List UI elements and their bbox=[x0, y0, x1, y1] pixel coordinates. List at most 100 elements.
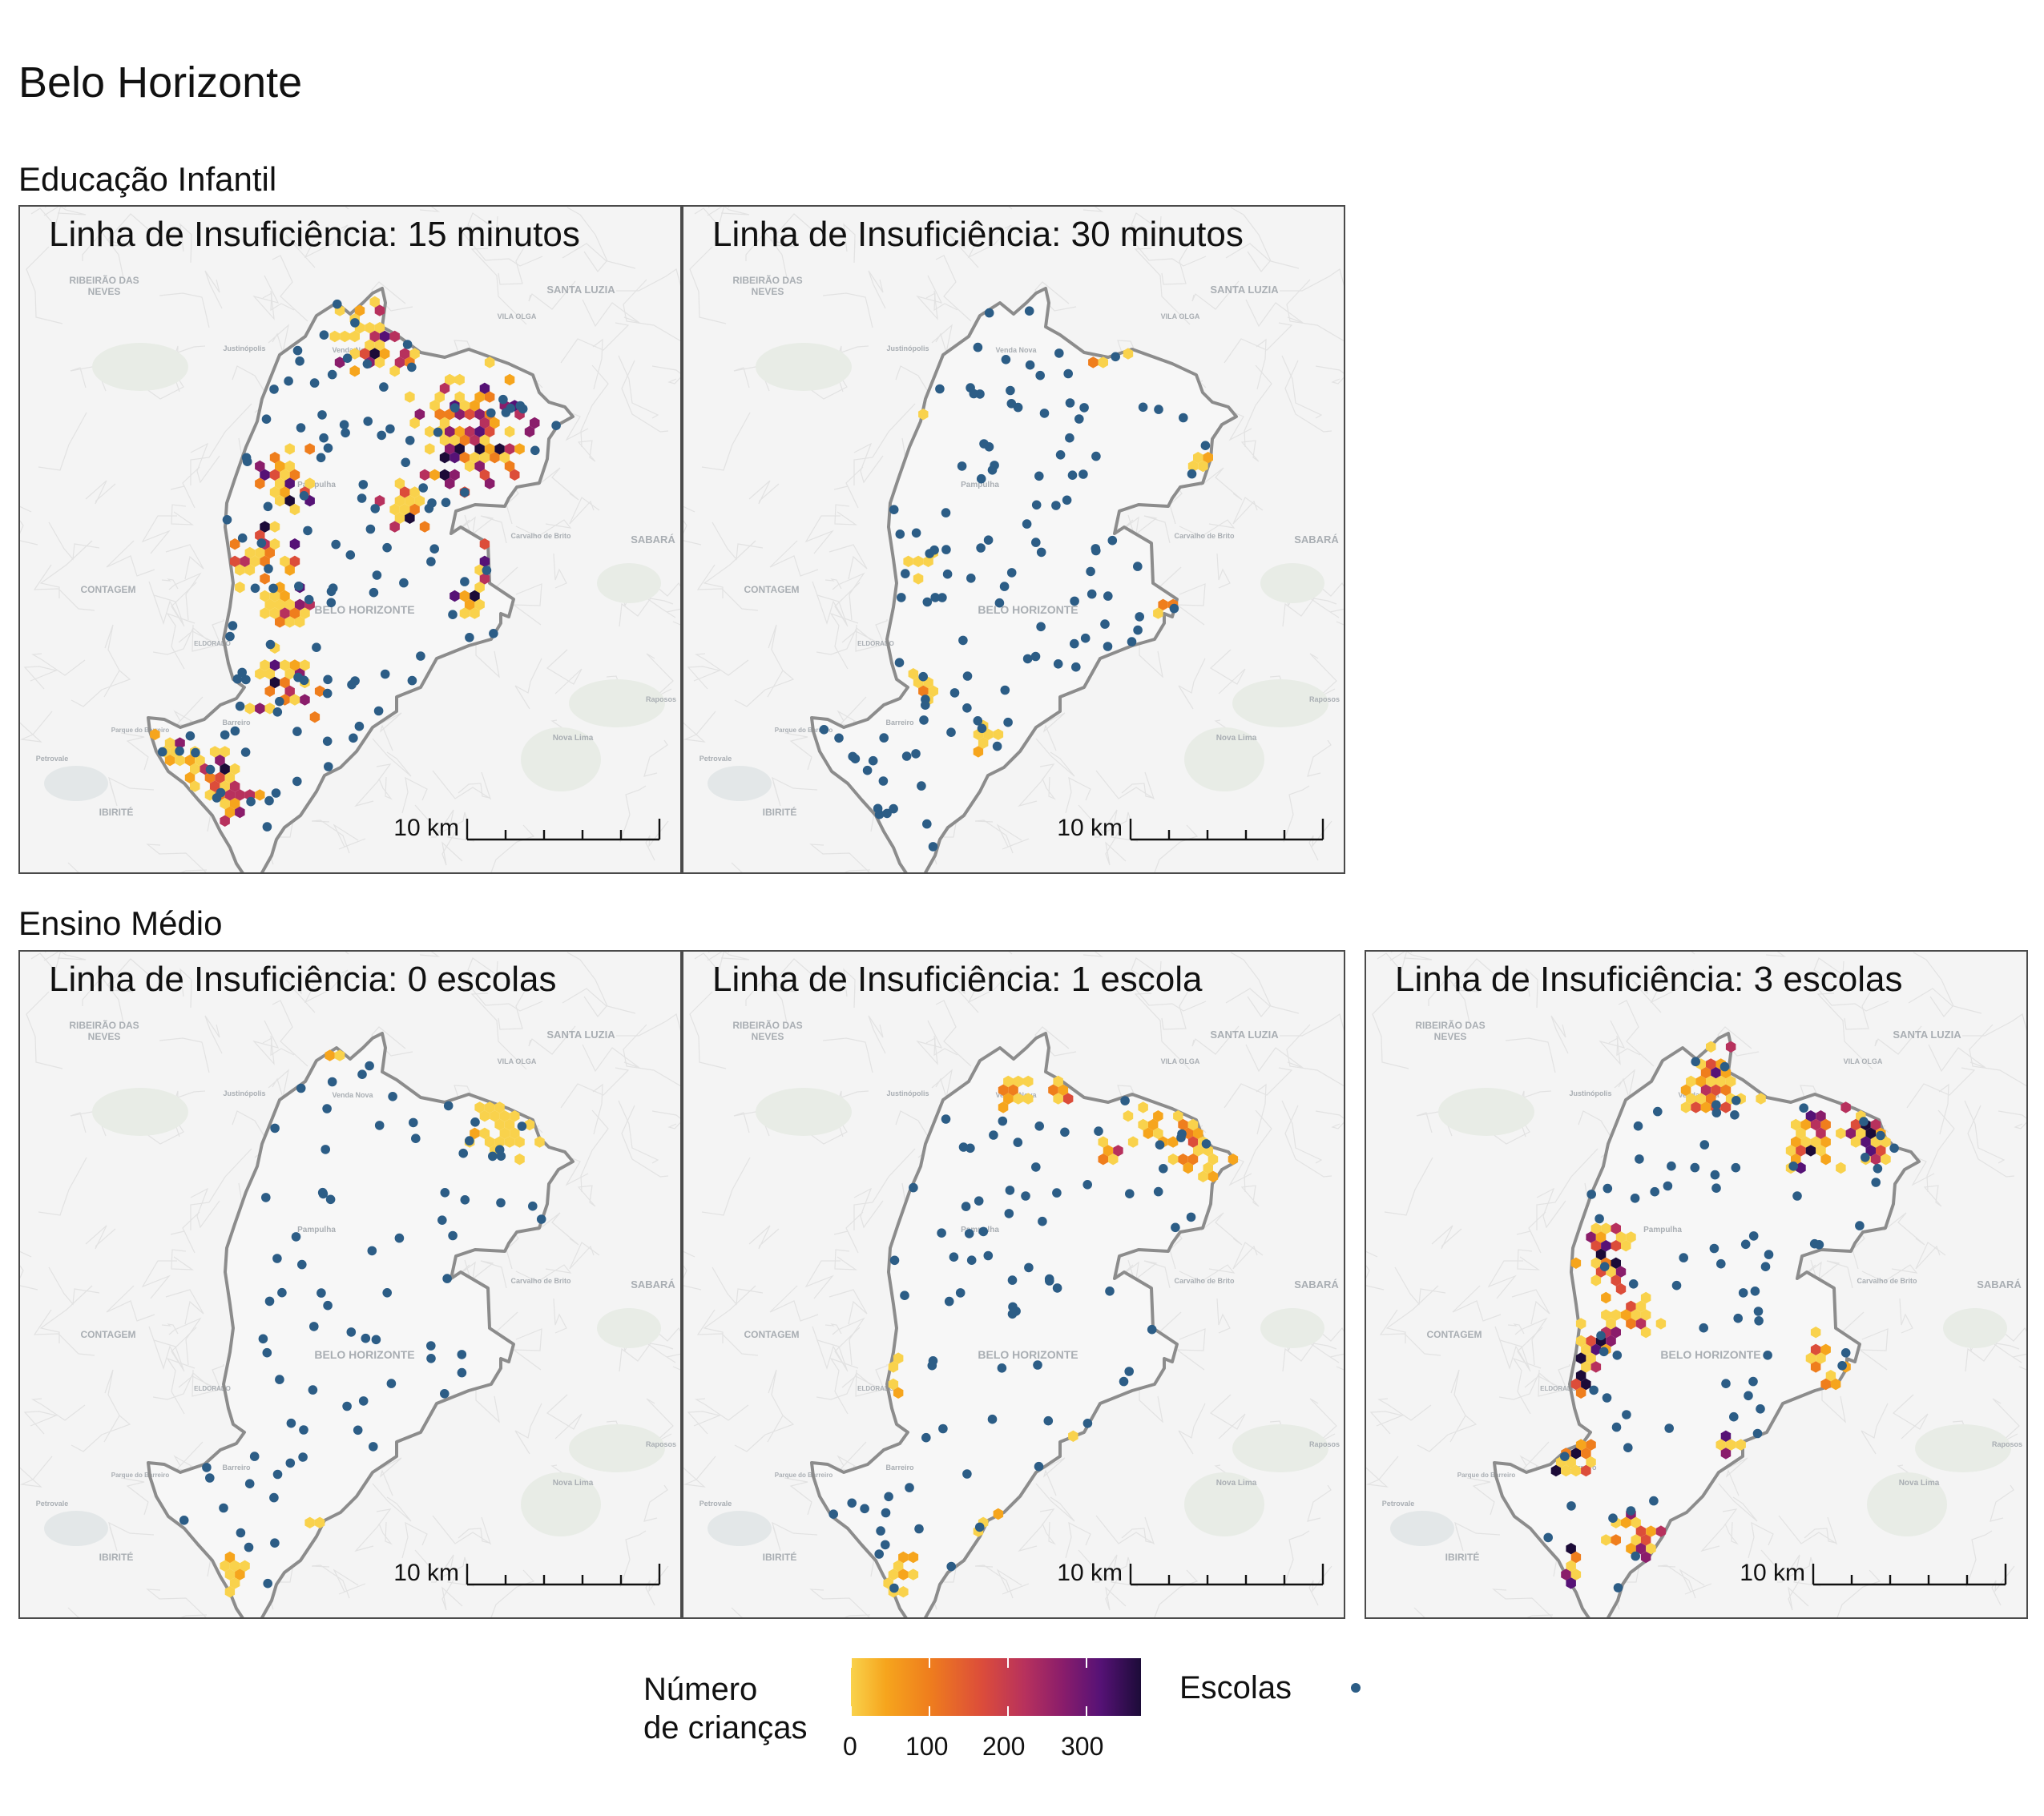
school-point bbox=[244, 1479, 255, 1488]
hex-cell bbox=[439, 469, 450, 481]
school-point bbox=[966, 1143, 975, 1154]
school-point bbox=[316, 453, 326, 463]
school-point bbox=[323, 1300, 333, 1311]
hex-cell bbox=[280, 659, 290, 671]
basemap-street bbox=[1505, 1037, 1556, 1073]
school-point bbox=[235, 701, 245, 711]
fill-legend-title-line1: Número bbox=[643, 1672, 758, 1707]
school-point bbox=[263, 501, 273, 512]
school-point bbox=[262, 1347, 272, 1358]
school-point bbox=[1731, 1162, 1741, 1173]
green-area bbox=[1232, 679, 1328, 727]
label-contagem: CONTAGEM bbox=[80, 1329, 135, 1340]
basemap-street bbox=[1315, 365, 1344, 374]
hex-cell bbox=[275, 616, 285, 628]
hex-cell bbox=[300, 607, 310, 619]
basemap-street bbox=[974, 1564, 1014, 1599]
school-point bbox=[997, 1363, 1007, 1373]
school-point bbox=[983, 535, 994, 545]
school-point bbox=[1055, 450, 1066, 460]
hex-cell bbox=[360, 348, 370, 360]
basemap-street bbox=[1224, 322, 1293, 364]
basemap-street bbox=[1385, 1285, 1439, 1343]
basemap-street bbox=[467, 212, 498, 232]
basemap-street bbox=[168, 1317, 202, 1366]
hex-cell bbox=[908, 1551, 919, 1564]
school-point bbox=[1792, 1191, 1802, 1201]
school-point bbox=[1034, 1121, 1044, 1131]
hex-cell bbox=[1810, 1118, 1821, 1131]
school-point bbox=[228, 621, 238, 630]
school-point bbox=[1013, 1138, 1023, 1147]
basemap-street bbox=[996, 823, 1030, 850]
label-ibirite: IBIRITÉ bbox=[1445, 1551, 1480, 1563]
basemap-street bbox=[832, 1317, 865, 1366]
school-point bbox=[1711, 1108, 1722, 1117]
basemap-street bbox=[252, 275, 280, 320]
school-point bbox=[1030, 651, 1041, 662]
basemap-street bbox=[1179, 519, 1236, 538]
hex-cell bbox=[1581, 1343, 1591, 1355]
hex-cell bbox=[1575, 1370, 1586, 1382]
school-point bbox=[976, 543, 986, 553]
hex-cell bbox=[479, 417, 490, 429]
hex-layer bbox=[883, 1075, 1239, 1598]
school-point bbox=[426, 1354, 436, 1363]
green-area bbox=[569, 679, 665, 727]
basemap-street bbox=[1379, 1309, 1441, 1356]
school-point bbox=[921, 700, 930, 710]
hex-cell bbox=[1153, 1127, 1163, 1139]
colorbar-tick-mark bbox=[929, 1706, 930, 1716]
basemap-street bbox=[853, 1148, 916, 1230]
basemap-street bbox=[159, 1037, 210, 1073]
hex-cell bbox=[1611, 1309, 1621, 1321]
hex-cell bbox=[450, 452, 460, 464]
basemap-street bbox=[1899, 1298, 1913, 1334]
green-area bbox=[1184, 1472, 1264, 1536]
basemap-street bbox=[822, 1037, 873, 1073]
hex-cell bbox=[1711, 1084, 1721, 1096]
school-point bbox=[989, 1130, 998, 1140]
school-point bbox=[1133, 562, 1143, 571]
school-point bbox=[1733, 1313, 1743, 1323]
map-panel-1-escola: RIBEIRÃO DAS NEVES SANTA LUZIA VILA OLGA Jus… bbox=[682, 950, 1345, 1619]
label-carvalho: Carvalho de Brito bbox=[1857, 1277, 1917, 1285]
school-point bbox=[323, 674, 333, 685]
school-point bbox=[1650, 1186, 1659, 1197]
school-point bbox=[488, 1151, 498, 1162]
hex-cell bbox=[998, 1101, 1009, 1113]
basemap-street bbox=[651, 1110, 680, 1119]
school-point bbox=[536, 1214, 546, 1224]
hex-cell bbox=[524, 425, 535, 437]
school-point bbox=[977, 723, 987, 734]
school-point bbox=[350, 318, 360, 328]
school-point bbox=[919, 715, 929, 725]
school-point bbox=[394, 1233, 405, 1243]
hex-cell bbox=[1865, 1127, 1876, 1139]
hex-cell bbox=[240, 555, 250, 567]
hex-cell bbox=[425, 425, 435, 437]
school-point bbox=[1719, 1061, 1730, 1072]
school-point bbox=[551, 421, 561, 430]
label-pampulha: Pampulha bbox=[1643, 1226, 1682, 1234]
school-point bbox=[299, 1425, 308, 1435]
basemap-street bbox=[562, 243, 607, 272]
school-point bbox=[494, 1145, 505, 1154]
hex-cell bbox=[474, 443, 485, 455]
hex-cell bbox=[215, 755, 225, 767]
school-point bbox=[256, 538, 267, 548]
school-point bbox=[1005, 1186, 1015, 1195]
hex-cell bbox=[275, 477, 285, 489]
hex-cell bbox=[235, 1568, 245, 1580]
hex-cell bbox=[474, 460, 485, 473]
label-venda-nova: Venda Nova bbox=[995, 346, 1037, 354]
hex-cell bbox=[209, 746, 220, 758]
hex-cell bbox=[284, 685, 295, 697]
municipality-fill bbox=[148, 1033, 573, 1617]
hex-cell bbox=[494, 443, 505, 455]
school-point bbox=[326, 598, 337, 608]
school-point bbox=[237, 533, 248, 543]
basemap-street bbox=[1178, 658, 1206, 710]
school-point bbox=[1107, 535, 1118, 546]
school-point bbox=[1560, 1452, 1570, 1461]
